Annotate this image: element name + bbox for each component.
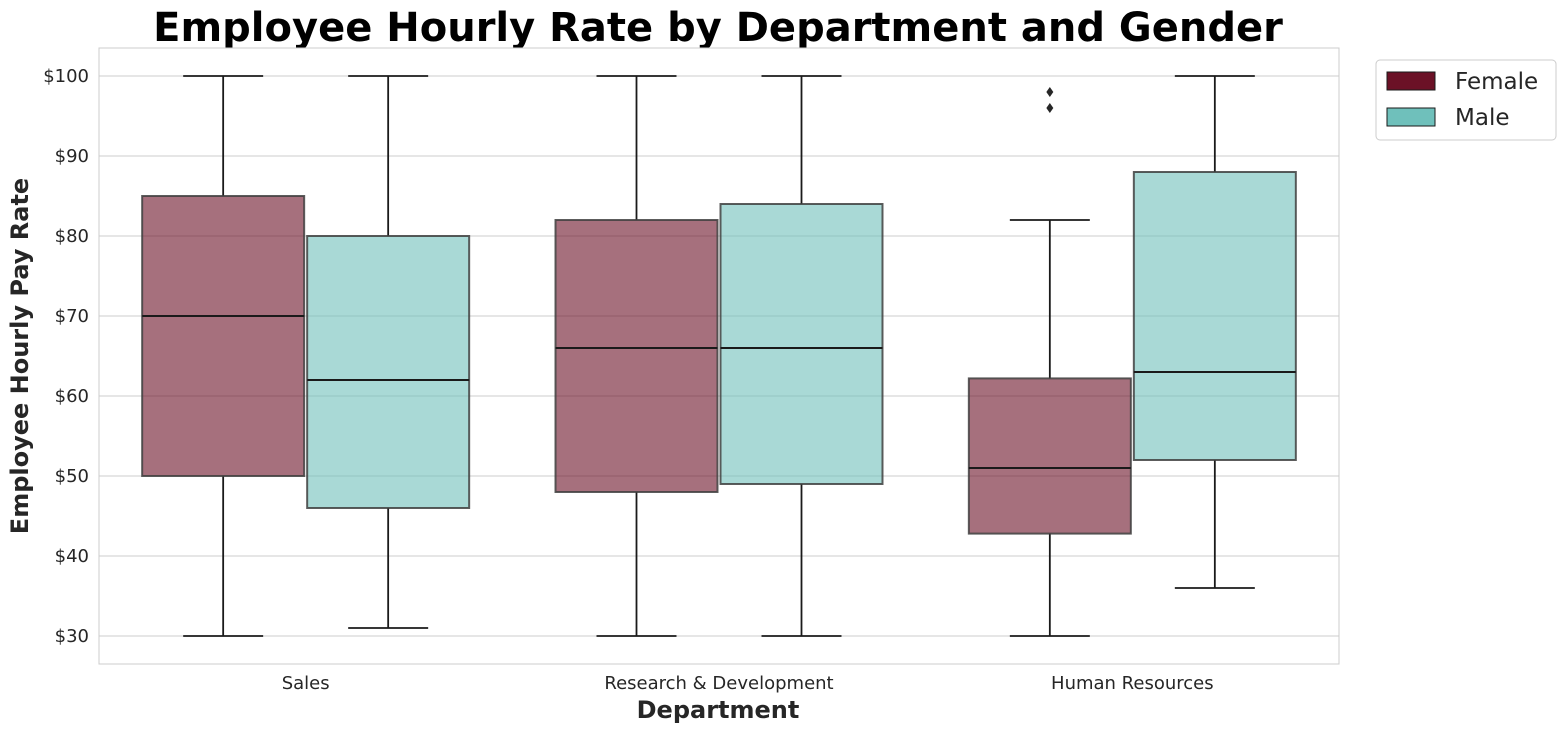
box-plots: [141, 75, 1297, 637]
y-tick-label: $100: [43, 66, 89, 87]
x-axis-label: Department: [637, 696, 800, 724]
x-tick-labels: Sales Research & Development Human Resourc…: [282, 673, 1214, 694]
plot-area: [98, 47, 1340, 665]
iqr-box: [554, 219, 719, 493]
x-tick-label: Sales: [282, 673, 330, 694]
outlier-point: [1046, 103, 1054, 113]
iqr-box: [967, 377, 1132, 535]
legend-swatch-female: [1386, 71, 1436, 91]
legend: Female Male: [1375, 59, 1557, 141]
legend-label-female: Female: [1455, 69, 1538, 95]
legend-swatch-male: [1386, 107, 1436, 127]
y-tick-label: $30: [55, 626, 89, 647]
x-tick-label: Human Resources: [1051, 673, 1214, 694]
y-tick-labels: $30 $40 $50 $60 $70 $80 $90 $100: [43, 66, 89, 647]
legend-label-male: Male: [1455, 105, 1509, 131]
box-female-1: [554, 75, 719, 637]
grid-lines: [99, 75, 1339, 637]
y-tick-label: $80: [55, 226, 89, 247]
y-tick-label: $60: [55, 386, 89, 407]
iqr-box: [306, 235, 471, 509]
y-tick-label: $90: [55, 146, 89, 167]
iqr-box: [719, 203, 884, 485]
box-male-1: [719, 75, 884, 637]
box-male-0: [306, 75, 471, 629]
iqr-box: [141, 195, 306, 477]
y-tick-label: $70: [55, 306, 89, 327]
box-female-2: [967, 87, 1132, 637]
iqr-box: [1132, 171, 1297, 461]
y-tick-label: $50: [55, 466, 89, 487]
x-tick-label: Research & Development: [604, 673, 833, 694]
box-female-0: [141, 75, 306, 637]
chart-title: Employee Hourly Rate by Department and G…: [153, 5, 1283, 51]
y-axis-label: Employee Hourly Pay Rate: [6, 178, 34, 534]
y-tick-label: $40: [55, 546, 89, 567]
outlier-point: [1046, 87, 1054, 97]
box-male-2: [1132, 75, 1297, 589]
